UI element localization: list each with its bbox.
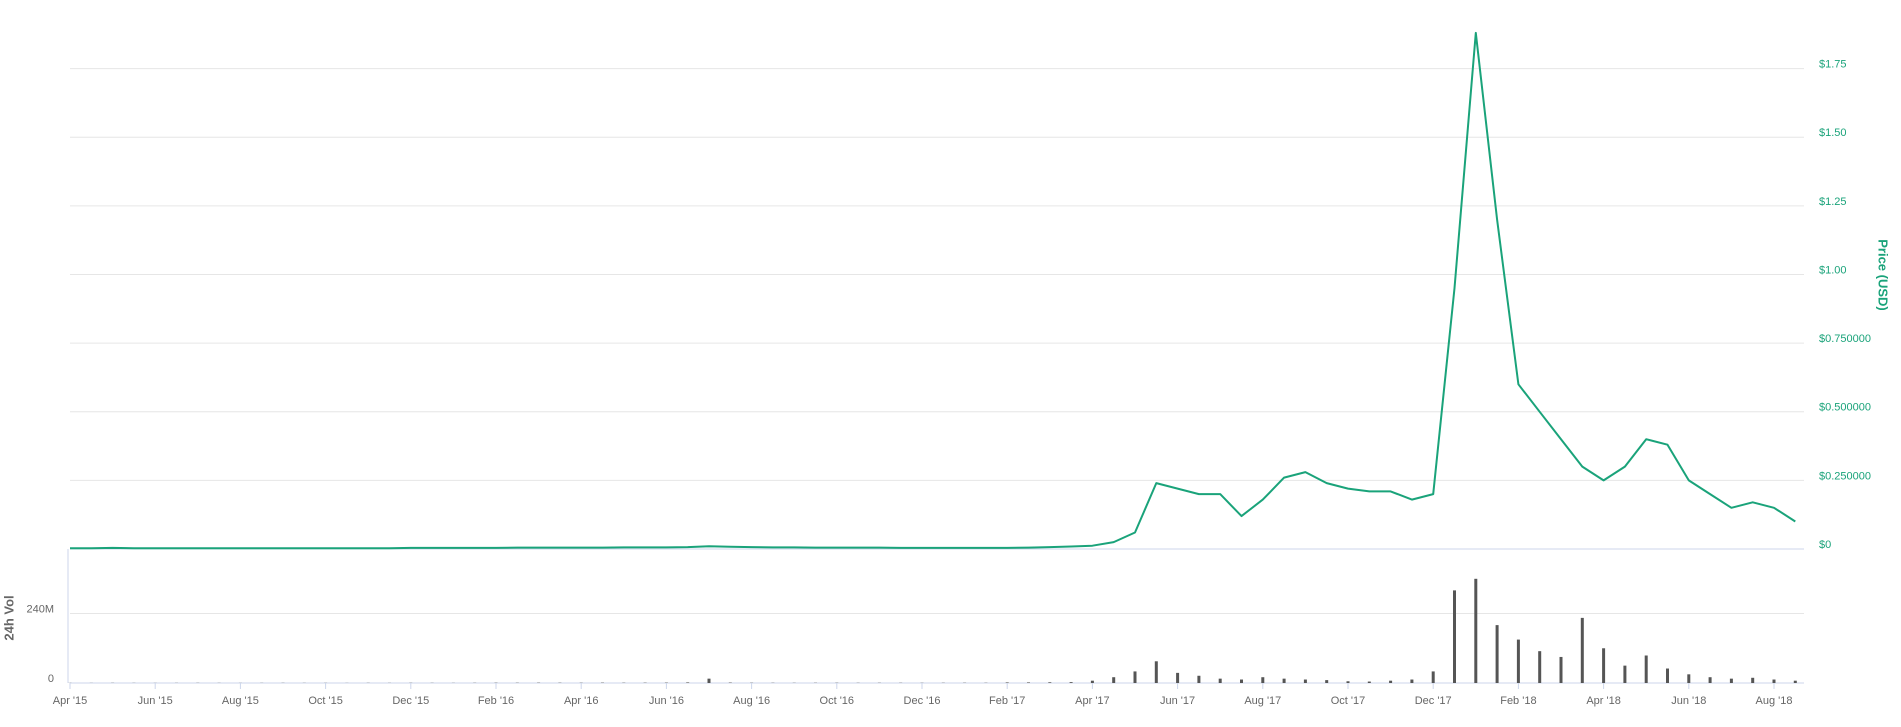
volume-bar (1709, 677, 1712, 683)
volume-bar (1304, 680, 1307, 683)
volume-bar (1560, 657, 1563, 683)
x-tick-label: Aug '16 (733, 695, 770, 707)
volume-bar (1453, 590, 1456, 683)
y-tick-label: $1.50 (1819, 127, 1847, 139)
volume-bar (1197, 676, 1200, 683)
y-tick-label: $0 (1819, 539, 1831, 551)
volume-bar (1368, 682, 1371, 683)
x-tick-label: Jun '16 (649, 695, 684, 707)
volume-bar (1602, 648, 1605, 683)
x-tick-label: Oct '16 (820, 695, 855, 707)
volume-bar (1751, 678, 1754, 683)
x-tick-label: Oct '17 (1331, 695, 1366, 707)
volume-bar (1091, 681, 1094, 683)
volume-bar (1325, 680, 1328, 683)
volume-bar (1623, 666, 1626, 683)
volume-bar (1347, 681, 1350, 683)
y-tick-label: $0.250000 (1819, 470, 1871, 482)
x-tick-label: Aug '18 (1756, 695, 1793, 707)
x-tick-label: Dec '16 (904, 695, 941, 707)
volume-bar (1687, 674, 1690, 683)
y-tick-label: $0.500000 (1819, 402, 1871, 414)
x-tick-label: Aug '17 (1244, 695, 1281, 707)
volume-bar (1261, 677, 1264, 683)
x-tick-label: Apr '18 (1586, 695, 1621, 707)
volume-bar (1283, 679, 1286, 683)
y-tick-label: $1.25 (1819, 196, 1847, 208)
volume-bar (1070, 682, 1073, 683)
volume-bar (1474, 579, 1477, 683)
volume-bar (1773, 680, 1776, 683)
y-tick-label: $1.00 (1819, 264, 1847, 276)
volume-bar (1517, 640, 1520, 683)
volume-bar (1134, 671, 1137, 683)
volume-bar (1219, 679, 1222, 683)
x-tick-label: Jun '18 (1671, 695, 1706, 707)
volume-bar (1112, 677, 1115, 683)
volume-bar (1730, 679, 1733, 683)
volume-bar (1176, 673, 1179, 683)
x-tick-label: Feb '17 (989, 695, 1025, 707)
y2-tick-label: 0 (48, 673, 54, 685)
x-tick-label: Apr '16 (564, 695, 599, 707)
volume-bar (1432, 671, 1435, 683)
price-line (70, 33, 1795, 548)
x-tick-label: Apr '17 (1075, 695, 1110, 707)
volume-bar (1240, 680, 1243, 683)
volume-bar (1666, 669, 1669, 683)
y-tick-label: $1.75 (1819, 59, 1847, 71)
volume-bar (1048, 682, 1051, 683)
volume-bar (686, 682, 689, 683)
y2-tick-label: 240M (26, 603, 54, 615)
volume-bar (1027, 682, 1030, 683)
x-tick-label: Feb '16 (478, 695, 514, 707)
volume-bar (1496, 625, 1499, 683)
volume-bar (1006, 682, 1009, 683)
volume-bar (1155, 661, 1158, 683)
volume-bar (1389, 681, 1392, 683)
x-tick-label: Dec '15 (392, 695, 429, 707)
x-tick-label: Jun '17 (1160, 695, 1195, 707)
y-axis-title: Price (USD) (1876, 239, 1891, 311)
x-tick-label: Apr '15 (53, 695, 88, 707)
volume-bar (708, 679, 711, 683)
volume-bar (1794, 681, 1797, 683)
x-tick-label: Jun '15 (138, 695, 173, 707)
y2-axis-title: 24h Vol (1, 595, 16, 640)
volume-bar (1410, 680, 1413, 683)
x-tick-label: Dec '17 (1415, 695, 1452, 707)
volume-bar (1538, 651, 1541, 683)
x-tick-label: Aug '15 (222, 695, 259, 707)
x-tick-label: Feb '18 (1500, 695, 1536, 707)
volume-bar (1581, 618, 1584, 683)
y-tick-label: $0.750000 (1819, 333, 1871, 345)
volume-bar (1645, 656, 1648, 683)
x-tick-label: Oct '15 (308, 695, 343, 707)
